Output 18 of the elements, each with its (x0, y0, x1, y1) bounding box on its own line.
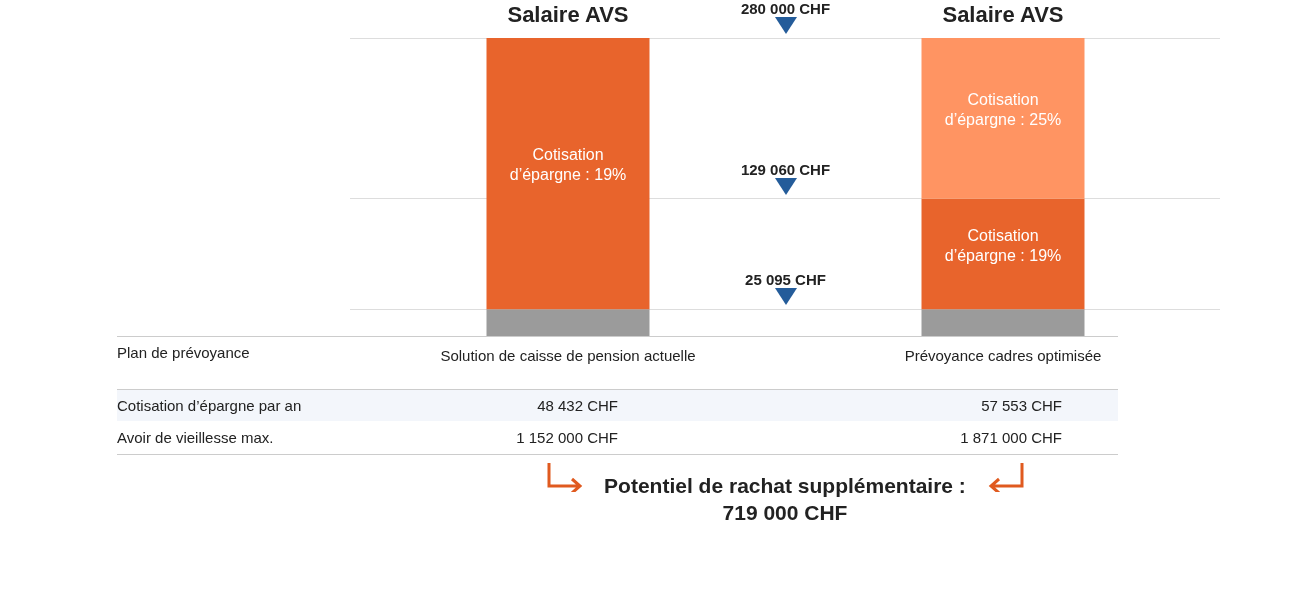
ref-line-label: 25 095 CHF (745, 271, 826, 289)
ref-line-label: 129 060 CHF (740, 160, 831, 178)
ref-line-label: 280 000 CHF (740, 0, 831, 17)
text: Cotisation d’épargne par an (117, 397, 302, 414)
annotation: Cotisation d’épargne : 19% (508, 145, 628, 185)
annotation: Cotisation d’épargne : 19% (943, 226, 1063, 266)
text: 1 871 000 CHF (960, 429, 1062, 446)
text: Potentiel de rachat supplémentaire : 719 000 CHF (603, 473, 967, 526)
x-tick-label: Solution de caisse de pension actuelle (440, 347, 696, 364)
annotation: Salaire AVS (941, 2, 1065, 28)
annotation: Salaire AVS (506, 2, 630, 28)
x-tick-label: Prévoyance cadres optimisée (904, 347, 1102, 364)
annotation: Cotisation d’épargne : 25% (943, 90, 1063, 130)
text: Plan de prévoyance (117, 344, 250, 361)
text: 48 432 CHF (537, 397, 618, 414)
text: Avoir de vieillesse max. (117, 429, 274, 446)
text: 57 553 CHF (981, 397, 1062, 414)
text: 1 152 000 CHF (516, 429, 618, 446)
